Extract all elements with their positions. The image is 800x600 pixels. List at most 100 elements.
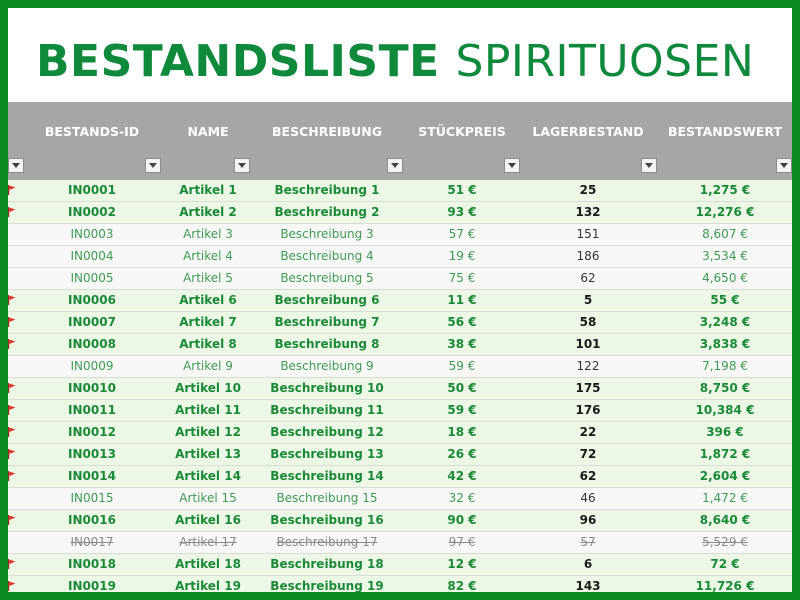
cell-id[interactable]: IN0011: [68, 403, 116, 417]
table-row[interactable]: IN0018 Artikel 18 Beschreibung 18 12 € 6 72 €: [8, 554, 792, 576]
cell-id[interactable]: IN0006: [68, 293, 116, 307]
cell-stock[interactable]: 96: [579, 513, 597, 527]
cell-name[interactable]: Artikel 11: [175, 403, 241, 417]
cell-value[interactable]: 3,248 €: [699, 315, 751, 329]
cell-id[interactable]: IN0002: [68, 205, 116, 219]
cell-value[interactable]: 8,607 €: [702, 227, 748, 241]
cell-value[interactable]: 72 €: [710, 557, 740, 571]
cell-name[interactable]: Artikel 17: [179, 535, 237, 549]
table-row[interactable]: IN0005 Artikel 5 Beschreibung 5 75 € 62 4,650…: [8, 268, 792, 290]
filter-dropdown-button[interactable]: [641, 158, 657, 173]
cell-price[interactable]: 38 €: [447, 337, 477, 351]
cell-name[interactable]: Artikel 10: [175, 381, 241, 395]
cell-desc[interactable]: Beschreibung 9: [280, 359, 374, 373]
table-row[interactable]: IN0006 Artikel 6 Beschreibung 6 11 € 5 55 €: [8, 290, 792, 312]
cell-price[interactable]: 51 €: [447, 183, 477, 197]
cell-price[interactable]: 11 €: [447, 293, 477, 307]
cell-value[interactable]: 55 €: [710, 293, 740, 307]
cell-name[interactable]: Artikel 7: [179, 315, 237, 329]
cell-desc[interactable]: Beschreibung 10: [270, 381, 384, 395]
cell-id[interactable]: IN0013: [68, 447, 116, 461]
cell-id[interactable]: IN0003: [70, 227, 114, 241]
cell-id[interactable]: IN0018: [68, 557, 116, 571]
cell-id[interactable]: IN0010: [68, 381, 116, 395]
cell-price[interactable]: 97 €: [448, 535, 476, 549]
cell-value[interactable]: 8,640 €: [699, 513, 751, 527]
cell-name[interactable]: Artikel 5: [183, 271, 233, 285]
cell-value[interactable]: 1,872 €: [699, 447, 751, 461]
cell-name[interactable]: Artikel 19: [175, 579, 241, 592]
filter-dropdown-button[interactable]: [145, 158, 161, 173]
cell-desc[interactable]: Beschreibung 7: [274, 315, 380, 329]
cell-value[interactable]: 3,838 €: [699, 337, 751, 351]
cell-desc[interactable]: Beschreibung 6: [274, 293, 380, 307]
cell-desc[interactable]: Beschreibung 4: [280, 249, 374, 263]
cell-id[interactable]: IN0005: [70, 271, 114, 285]
filter-dropdown-button[interactable]: [8, 158, 24, 173]
cell-price[interactable]: 18 €: [447, 425, 477, 439]
cell-desc[interactable]: Beschreibung 14: [270, 469, 384, 483]
cell-id[interactable]: IN0008: [68, 337, 116, 351]
cell-stock[interactable]: 46: [580, 491, 596, 505]
cell-stock[interactable]: 22: [579, 425, 597, 439]
cell-desc[interactable]: Beschreibung 12: [270, 425, 384, 439]
cell-stock[interactable]: 62: [580, 271, 596, 285]
cell-name[interactable]: Artikel 6: [179, 293, 237, 307]
cell-price[interactable]: 82 €: [447, 579, 477, 592]
cell-id[interactable]: IN0016: [68, 513, 116, 527]
cell-price[interactable]: 12 €: [447, 557, 477, 571]
cell-id[interactable]: IN0012: [68, 425, 116, 439]
cell-desc[interactable]: Beschreibung 2: [274, 205, 380, 219]
table-row[interactable]: IN0015 Artikel 15 Beschreibung 15 32 € 46 1,4…: [8, 488, 792, 510]
cell-name[interactable]: Artikel 13: [175, 447, 241, 461]
table-row[interactable]: IN0010 Artikel 10 Beschreibung 10 50 € 175 8,…: [8, 378, 792, 400]
cell-desc[interactable]: Beschreibung 5: [280, 271, 374, 285]
cell-value[interactable]: 3,534 €: [702, 249, 748, 263]
cell-id[interactable]: IN0017: [70, 535, 114, 549]
cell-value[interactable]: 5,529 €: [702, 535, 748, 549]
cell-desc[interactable]: Beschreibung 19: [270, 579, 384, 592]
cell-stock[interactable]: 57: [580, 535, 596, 549]
cell-name[interactable]: Artikel 9: [183, 359, 233, 373]
cell-stock[interactable]: 62: [579, 469, 597, 483]
table-row[interactable]: IN0016 Artikel 16 Beschreibung 16 90 € 96 8,6…: [8, 510, 792, 532]
cell-stock[interactable]: 58: [579, 315, 597, 329]
table-row[interactable]: IN0003 Artikel 3 Beschreibung 3 57 € 151 8,60…: [8, 224, 792, 246]
cell-id[interactable]: IN0019: [68, 579, 116, 592]
cell-stock[interactable]: 5: [583, 293, 593, 307]
cell-value[interactable]: 4,650 €: [702, 271, 748, 285]
filter-dropdown-button[interactable]: [387, 158, 403, 173]
cell-price[interactable]: 26 €: [447, 447, 477, 461]
cell-name[interactable]: Artikel 2: [179, 205, 237, 219]
cell-price[interactable]: 57 €: [448, 227, 476, 241]
cell-id[interactable]: IN0007: [68, 315, 116, 329]
cell-stock[interactable]: 175: [575, 381, 601, 395]
cell-price[interactable]: 75 €: [448, 271, 476, 285]
cell-name[interactable]: Artikel 8: [179, 337, 237, 351]
cell-price[interactable]: 56 €: [447, 315, 477, 329]
cell-price[interactable]: 59 €: [448, 359, 476, 373]
cell-value[interactable]: 1,472 €: [702, 491, 748, 505]
cell-name[interactable]: Artikel 15: [179, 491, 237, 505]
cell-stock[interactable]: 176: [575, 403, 601, 417]
cell-desc[interactable]: Beschreibung 15: [276, 491, 378, 505]
cell-id[interactable]: IN0001: [68, 183, 116, 197]
cell-id[interactable]: IN0009: [70, 359, 114, 373]
table-row[interactable]: IN0012 Artikel 12 Beschreibung 12 18 € 22 396…: [8, 422, 792, 444]
cell-desc[interactable]: Beschreibung 18: [270, 557, 384, 571]
cell-name[interactable]: Artikel 4: [183, 249, 233, 263]
cell-price[interactable]: 32 €: [448, 491, 476, 505]
cell-stock[interactable]: 25: [579, 183, 597, 197]
cell-id[interactable]: IN0014: [68, 469, 116, 483]
table-row[interactable]: IN0013 Artikel 13 Beschreibung 13 26 € 72 1,8…: [8, 444, 792, 466]
table-row[interactable]: IN0009 Artikel 9 Beschreibung 9 59 € 122 7,19…: [8, 356, 792, 378]
cell-stock[interactable]: 6: [583, 557, 593, 571]
table-row[interactable]: IN0011 Artikel 11 Beschreibung 11 59 € 176 10…: [8, 400, 792, 422]
filter-dropdown-button[interactable]: [776, 158, 792, 173]
cell-price[interactable]: 90 €: [447, 513, 477, 527]
cell-value[interactable]: 2,604 €: [699, 469, 751, 483]
cell-price[interactable]: 19 €: [448, 249, 476, 263]
cell-stock[interactable]: 143: [575, 579, 601, 592]
table-row[interactable]: IN0014 Artikel 14 Beschreibung 14 42 € 62 2,6…: [8, 466, 792, 488]
cell-stock[interactable]: 186: [576, 249, 600, 263]
